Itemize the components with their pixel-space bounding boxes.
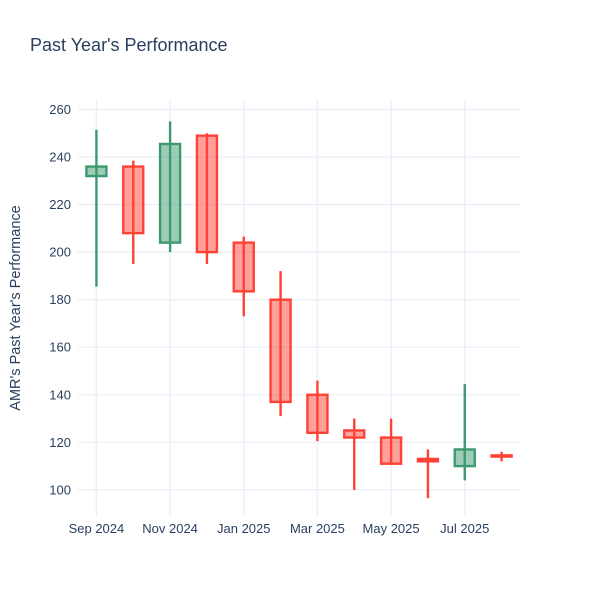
y-tick-label: 240 <box>49 150 71 165</box>
candle-body <box>416 457 440 463</box>
candle-feb-2025 <box>269 271 292 417</box>
candle-body <box>306 393 329 435</box>
candle-body <box>379 436 403 465</box>
candle-body <box>232 241 255 293</box>
candle-nov-2024 <box>158 121 182 253</box>
candle-jan-2025 <box>232 236 255 317</box>
x-tick-label: Jan 2025 <box>217 521 271 536</box>
candle-jul-2025 <box>453 384 476 481</box>
candle-body <box>85 165 108 178</box>
candle-dec-2024 <box>195 133 219 265</box>
candle-body <box>195 134 219 254</box>
candle-body <box>490 454 513 458</box>
candle-body <box>343 429 366 439</box>
candle-body <box>122 165 145 235</box>
y-tick-label: 100 <box>49 482 71 497</box>
x-axis-tick-labels: Sep 2024 Nov 2024 Jan 2025 Mar 2025 May 2025… <box>69 521 490 536</box>
y-tick-label: 200 <box>49 245 71 260</box>
x-tick-label: Mar 2025 <box>290 521 345 536</box>
candle-body <box>158 142 182 244</box>
candlestick-series <box>85 121 513 499</box>
y-tick-label: 220 <box>49 197 71 212</box>
candle-body <box>453 448 476 468</box>
x-tick-label: May 2025 <box>363 521 420 536</box>
x-tick-label: Sep 2024 <box>69 521 125 536</box>
candle-apr-2025 <box>343 418 366 490</box>
y-tick-label: 260 <box>49 102 71 117</box>
y-tick-label: 180 <box>49 292 71 307</box>
candle-mar-2025 <box>306 380 329 442</box>
chart-title: Past Year's Performance <box>30 35 228 55</box>
y-axis-tick-labels: 100 120 140 160 180 200 220 240 260 <box>49 102 71 497</box>
y-tick-label: 140 <box>49 387 71 402</box>
candle-aug-2025 <box>490 451 513 462</box>
candle-body <box>269 298 292 404</box>
x-tick-label: Nov 2024 <box>142 521 198 536</box>
y-tick-label: 160 <box>49 340 71 355</box>
candle-sep-2024 <box>85 129 108 287</box>
y-tick-label: 120 <box>49 435 71 450</box>
y-axis-title: AMR's Past Year's Performance <box>8 205 24 410</box>
candle-jun-2025 <box>416 449 440 499</box>
x-tick-label: Jul 2025 <box>440 521 489 536</box>
candle-may-2025 <box>379 418 403 465</box>
candle-oct-2024 <box>122 160 145 265</box>
